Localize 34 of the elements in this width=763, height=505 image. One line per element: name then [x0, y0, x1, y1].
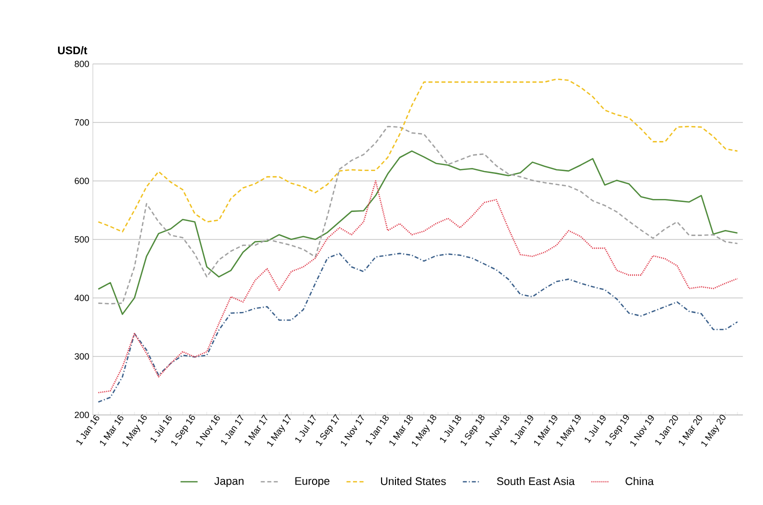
legend-label: Europe	[295, 477, 330, 488]
y-tick-label: 300	[74, 353, 89, 360]
line-series	[98, 150, 738, 315]
x-tick-label: 1 Nov 18	[486, 415, 510, 447]
legend-label: China	[626, 477, 654, 486]
x-tick-label: 1 Mar 17	[244, 414, 268, 446]
y-axis-title: USD/t	[58, 46, 88, 54]
line-series	[98, 180, 738, 394]
y-tick-label: 400	[74, 294, 89, 302]
legend-label: United States	[381, 477, 446, 486]
y-tick-label: 800	[74, 60, 89, 68]
legend-label: Japan	[214, 477, 244, 488]
x-tick-label: 1 Jul 19	[584, 415, 606, 443]
legend-label: South East Asia	[497, 477, 575, 486]
y-tick-label: 600	[74, 178, 89, 184]
x-tick-label: 1 Mar 19	[534, 415, 558, 446]
x-tick-label: 1 Mar 20	[678, 415, 702, 446]
x-tick-label: 1 Sep 16	[171, 414, 195, 446]
x-tick-label: 1 Jan 18	[366, 415, 389, 446]
x-tick-label: 1 Jan 20	[655, 415, 678, 446]
x-tick-label: 1 Jul 16	[150, 415, 172, 443]
x-tick-label: 1 Jan 19	[510, 415, 534, 446]
line-series	[98, 252, 738, 403]
x-tick-label: 1 Jul 18	[440, 415, 462, 443]
x-tick-label: 1 Sep 17	[316, 414, 340, 446]
x-tick-label: 1 Mar 16	[100, 415, 124, 446]
y-tick-label: 700	[74, 119, 89, 126]
x-tick-label: 1 Jul 17	[295, 414, 316, 443]
x-tick-label: 1 Sep 18	[460, 414, 484, 446]
x-tick-label: 1 Sep 19	[606, 414, 629, 446]
y-tick-label: 500	[74, 236, 89, 243]
x-tick-label: 1 Mar 18	[390, 415, 413, 446]
y-tick-label: 200	[74, 412, 89, 418]
x-tick-label: 1 Jan 17	[221, 414, 244, 446]
